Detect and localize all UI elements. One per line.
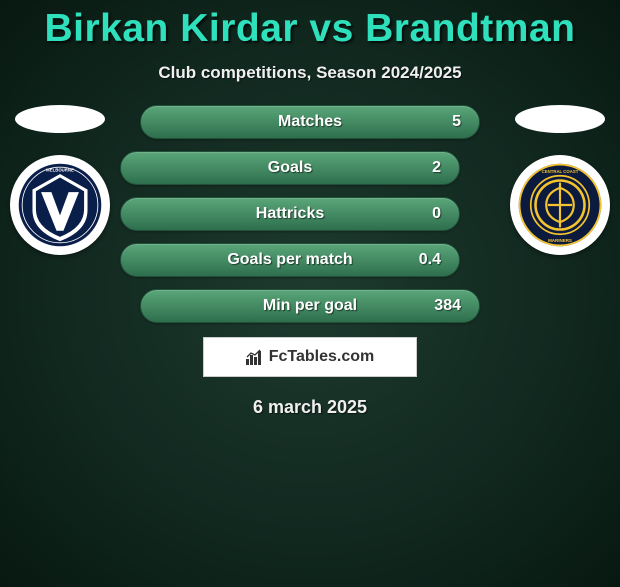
player-photo-right [515,105,605,133]
svg-text:CENTRAL COAST: CENTRAL COAST [542,169,579,174]
stat-value: 384 [434,297,461,315]
stat-label: Goals [268,159,312,177]
central-coast-mariners-icon: CENTRAL COAST MARINERS [517,162,603,248]
stat-label: Hattricks [256,205,324,223]
stat-row: MELBOURNE Goals 2 Hattricks 0 Goals per … [0,151,620,277]
stat-value: 5 [452,113,461,131]
brand-text: FcTables.com [269,348,375,366]
svg-text:MARINERS: MARINERS [548,238,572,243]
brand-box[interactable]: FcTables.com [203,337,417,377]
club-logo-right: CENTRAL COAST MARINERS [510,155,610,255]
subtitle: Club competitions, Season 2024/2025 [0,63,620,83]
stats-section: Matches 5 MELBOURNE Goals [0,105,620,323]
stat-row: Matches 5 [0,105,620,139]
stat-value: 0 [432,205,441,223]
page-title: Birkan Kirdar vs Brandtman [0,7,620,51]
stat-label: Goals per match [227,251,352,269]
stat-pill-matches: Matches 5 [140,105,480,139]
stat-value: 0.4 [419,251,441,269]
stat-pill-mpg: Min per goal 384 [140,289,480,323]
stat-row: Min per goal 384 [0,289,620,323]
date-text: 6 march 2025 [0,397,620,418]
stat-label: Min per goal [263,297,357,315]
stat-value: 2 [432,159,441,177]
stat-pill-goals: Goals 2 [120,151,460,185]
player-photo-left [15,105,105,133]
stat-pill-hattricks: Hattricks 0 [120,197,460,231]
bar-chart-icon [246,349,264,365]
stat-pill-gpm: Goals per match 0.4 [120,243,460,277]
melbourne-victory-icon: MELBOURNE [17,162,103,248]
svg-text:MELBOURNE: MELBOURNE [46,167,74,172]
stat-label: Matches [278,113,342,131]
club-logo-left: MELBOURNE [10,155,110,255]
